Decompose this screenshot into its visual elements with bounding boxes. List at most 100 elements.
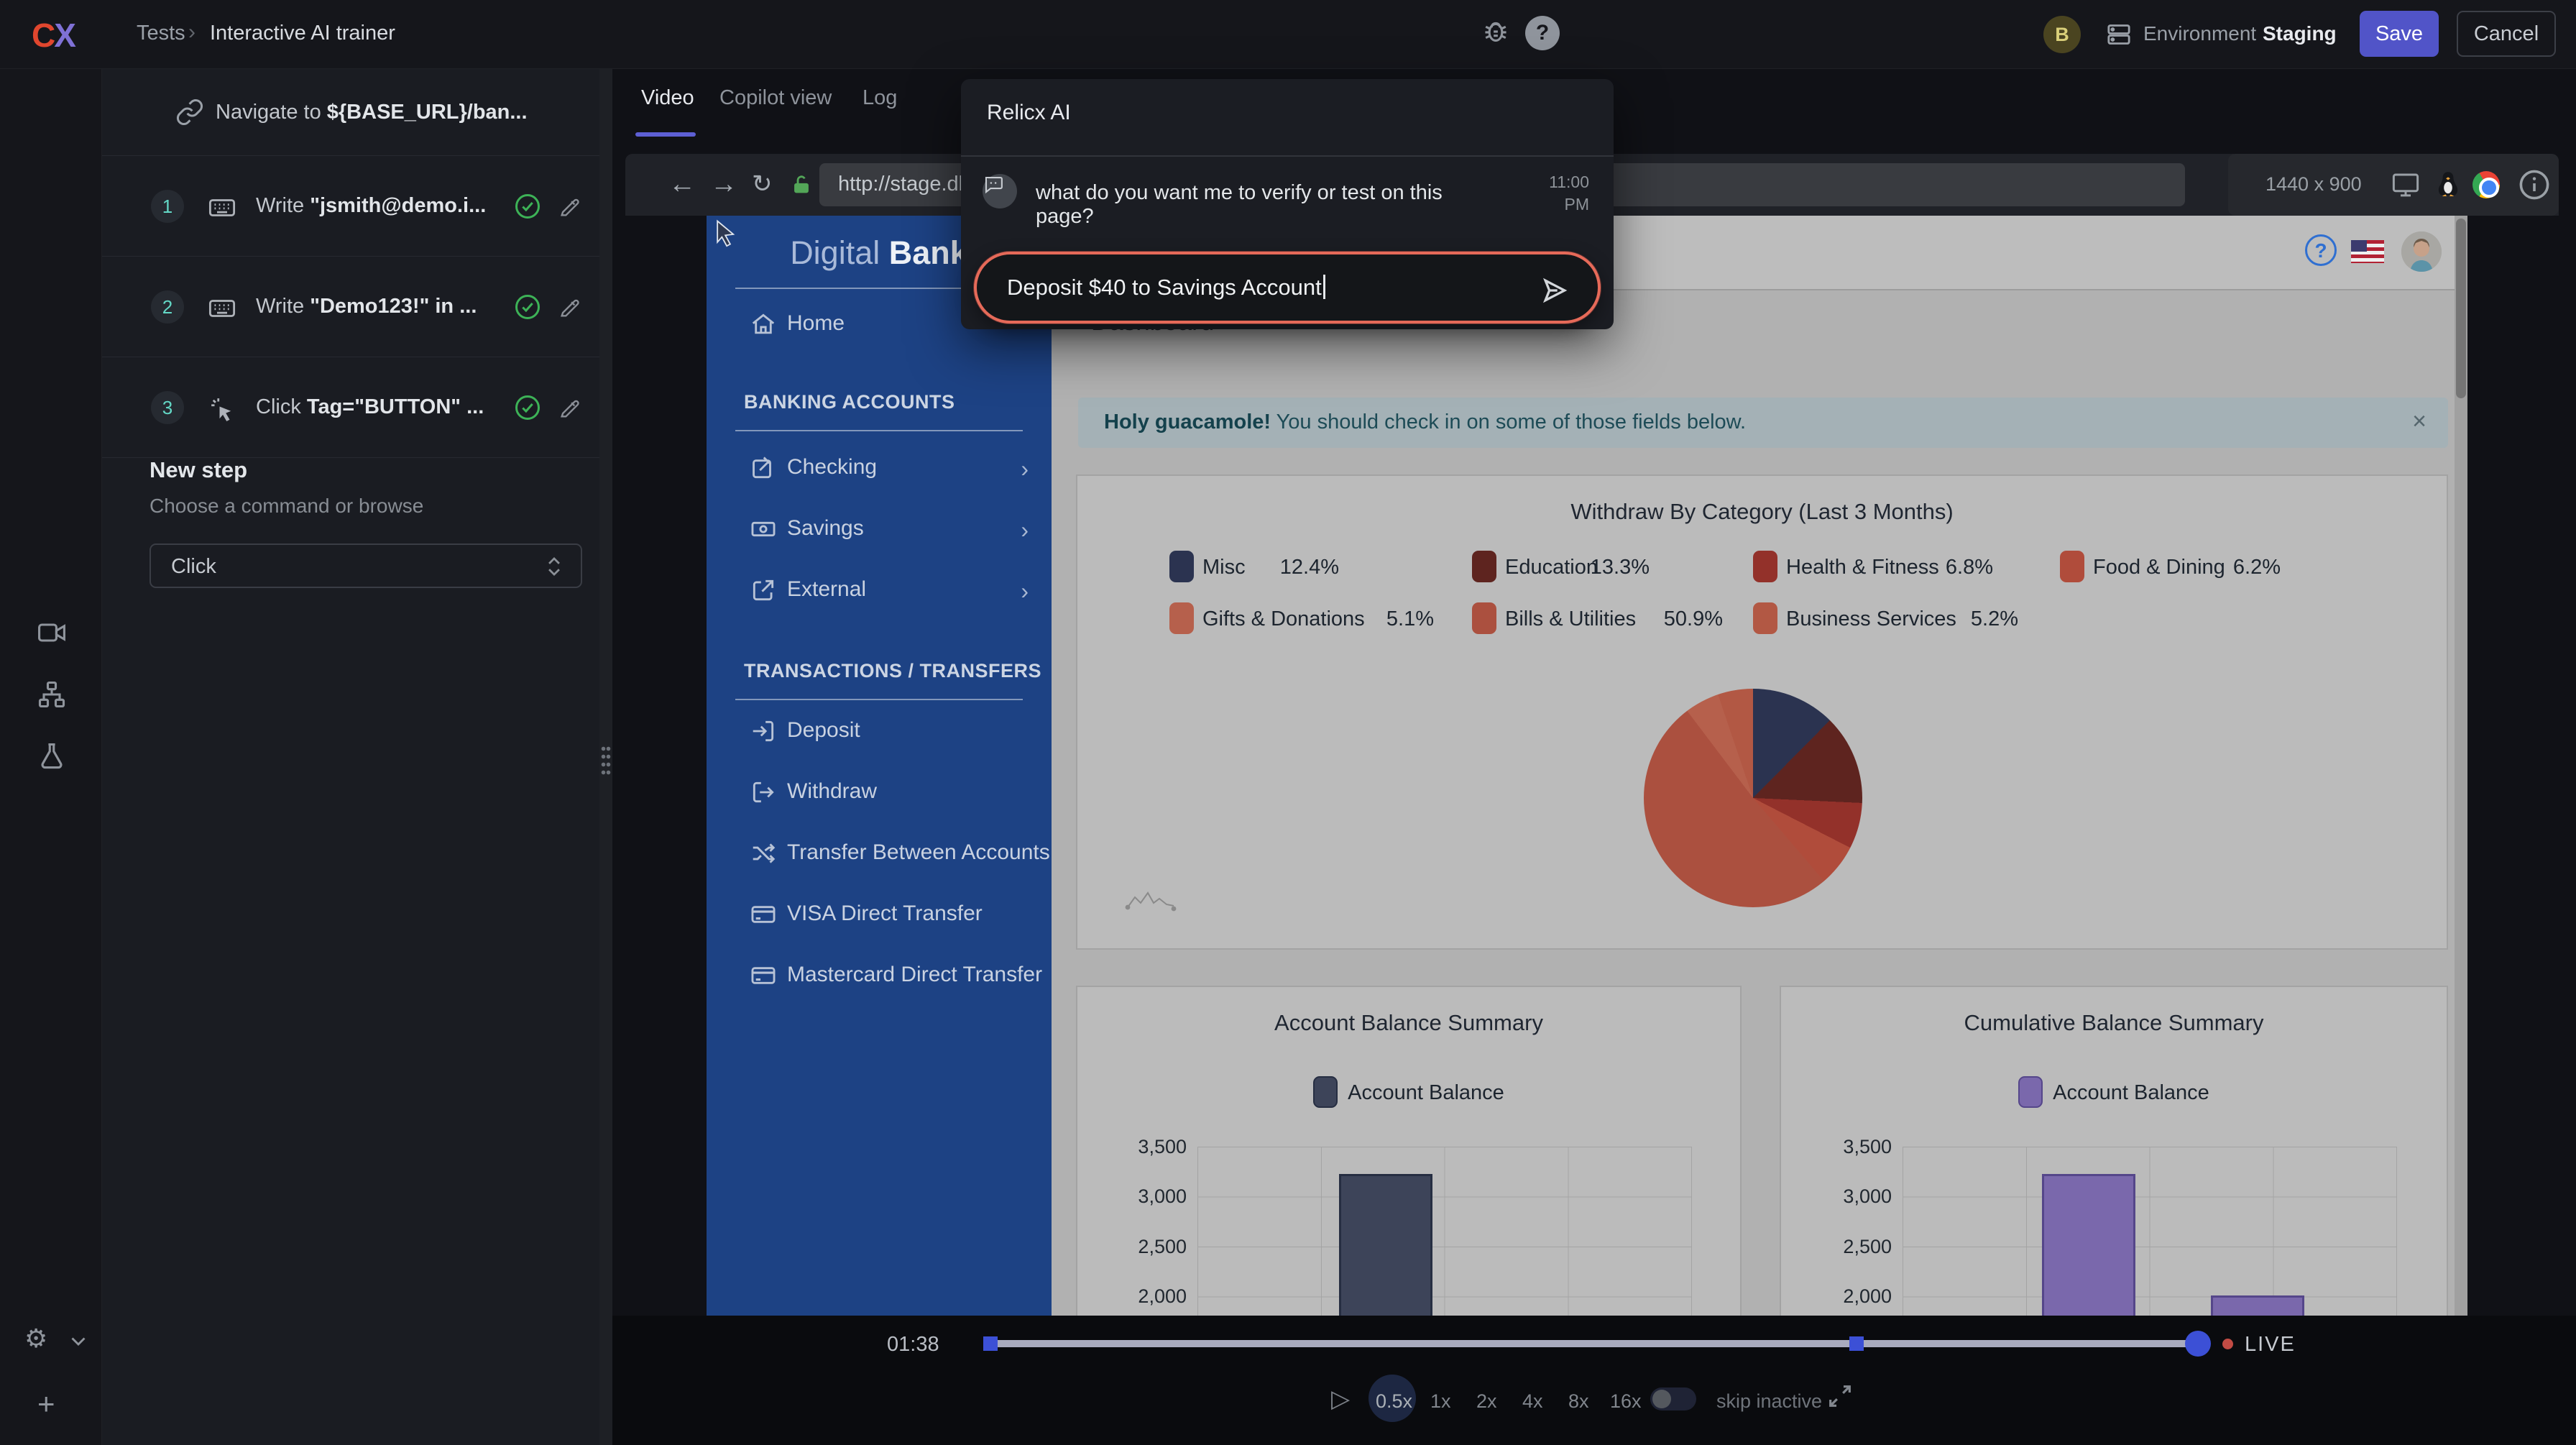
bank-nav-transfer[interactable]: Transfer Between Accounts bbox=[707, 835, 1052, 870]
event-marker[interactable] bbox=[1849, 1336, 1864, 1351]
top-bar: CX Tests › Interactive AI trainer ? B En… bbox=[0, 0, 2576, 69]
cumulative-balance-card: Cumulative Balance Summary Account Balan… bbox=[1780, 986, 2448, 1316]
add-icon[interactable]: + bbox=[37, 1389, 55, 1419]
bank-nav-checking[interactable]: Checking › bbox=[707, 450, 1052, 485]
bank-sidebar: Digital Bank Home BANKING ACCOUNTS Check… bbox=[707, 216, 1052, 1316]
tab-copilot-view[interactable]: Copilot view bbox=[719, 86, 832, 110]
speed-16x[interactable]: 16x bbox=[1610, 1390, 1642, 1413]
y-axis-tick: 2,000 bbox=[1100, 1285, 1187, 1308]
legend-swatch bbox=[1472, 602, 1496, 634]
bank-nav-external[interactable]: External › bbox=[707, 572, 1052, 607]
browser-meta-cluster: 1440 x 900 bbox=[2228, 154, 2559, 216]
cx-logo[interactable]: CX bbox=[32, 16, 75, 55]
drag-grip-icon[interactable] bbox=[601, 745, 611, 776]
viewport-resolution: 1440 x 900 bbox=[2266, 173, 2362, 196]
skip-inactive-label: skip inactive bbox=[1716, 1390, 1822, 1413]
check-circle-icon[interactable] bbox=[513, 393, 542, 422]
back-icon[interactable]: ← bbox=[668, 164, 696, 204]
step-navigate[interactable]: Navigate to ${BASE_URL}/ban... bbox=[102, 69, 599, 155]
live-label[interactable]: LIVE bbox=[2245, 1333, 2296, 1357]
step-action: Write bbox=[256, 194, 310, 217]
bar-account-balance bbox=[1339, 1174, 1432, 1316]
prompt-input[interactable]: Deposit $40 to Savings Account bbox=[974, 252, 1601, 324]
environment-value[interactable]: Staging bbox=[2263, 22, 2337, 45]
link-icon bbox=[175, 98, 204, 127]
info-icon[interactable] bbox=[2517, 168, 2552, 202]
user-avatar[interactable]: B bbox=[2043, 16, 2081, 53]
check-circle-icon[interactable] bbox=[513, 293, 542, 321]
tab-log[interactable]: Log bbox=[862, 86, 897, 110]
bank-nav-visa[interactable]: VISA Direct Transfer bbox=[707, 896, 1052, 931]
y-axis-tick: 2,000 bbox=[1806, 1285, 1892, 1308]
speed-0.5x[interactable]: 0.5x bbox=[1376, 1390, 1412, 1413]
speed-1x[interactable]: 1x bbox=[1430, 1390, 1451, 1413]
speed-4x[interactable]: 4x bbox=[1522, 1390, 1543, 1413]
bank-nav-savings[interactable]: Savings › bbox=[707, 511, 1052, 546]
chevron-right-icon: › bbox=[1021, 578, 1029, 605]
video-viewport[interactable]: Digital Bank Home BANKING ACCOUNTS Check… bbox=[707, 216, 2467, 1316]
reload-icon[interactable]: ↻ bbox=[752, 164, 773, 204]
step-number-badge: 2 bbox=[151, 290, 184, 324]
edit-pencil-icon[interactable] bbox=[558, 396, 582, 421]
settings-gear-icon[interactable]: ⚙ bbox=[24, 1326, 47, 1352]
progress-knob[interactable] bbox=[2185, 1331, 2211, 1357]
step-row-3[interactable]: 3 Click Tag="BUTTON" ... bbox=[102, 357, 599, 457]
progress-track[interactable] bbox=[983, 1340, 2209, 1347]
speed-2x[interactable]: 2x bbox=[1476, 1390, 1497, 1413]
prompt-input-value: Deposit $40 to Savings Account bbox=[1007, 275, 1322, 300]
app-root: CX Tests › Interactive AI trainer ? B En… bbox=[0, 0, 2576, 1445]
bank-nav-deposit[interactable]: Deposit bbox=[707, 713, 1052, 748]
edit-pencil-icon[interactable] bbox=[558, 195, 582, 219]
event-marker[interactable] bbox=[983, 1336, 998, 1351]
skip-inactive-toggle[interactable] bbox=[1650, 1387, 1696, 1410]
speed-8x[interactable]: 8x bbox=[1568, 1390, 1589, 1413]
external-link-icon bbox=[750, 577, 777, 604]
edit-pencil-icon[interactable] bbox=[558, 295, 582, 320]
navigate-prefix: Navigate to bbox=[216, 101, 327, 124]
play-icon[interactable]: ▷ bbox=[1331, 1385, 1350, 1413]
bug-icon[interactable] bbox=[1479, 14, 1512, 47]
send-icon[interactable] bbox=[1539, 275, 1570, 306]
bar-legend: Account Balance bbox=[1781, 1076, 2447, 1109]
chevron-down-icon[interactable] bbox=[66, 1329, 91, 1353]
step-action: Write bbox=[256, 295, 310, 318]
recordings-icon[interactable] bbox=[36, 617, 68, 648]
help-icon[interactable]: ? bbox=[1525, 16, 1560, 50]
environment-label[interactable]: Environment bbox=[2143, 22, 2256, 45]
legend-item: Misc12.4% bbox=[1169, 551, 1339, 584]
bank-nav-withdraw[interactable]: Withdraw bbox=[707, 774, 1052, 809]
flows-icon[interactable] bbox=[36, 679, 68, 710]
save-button[interactable]: Save bbox=[2360, 11, 2439, 57]
monitor-icon[interactable] bbox=[2391, 170, 2421, 200]
alert-close-icon[interactable]: × bbox=[2412, 408, 2426, 436]
breadcrumb-tests[interactable]: Tests bbox=[137, 22, 185, 45]
playback-time: 01:38 bbox=[887, 1333, 939, 1357]
fullscreen-icon[interactable] bbox=[1826, 1382, 1854, 1410]
tests-icon[interactable] bbox=[36, 740, 68, 772]
keyboard-icon bbox=[207, 293, 237, 324]
bank-help-icon[interactable]: ? bbox=[2305, 234, 2337, 266]
select-chevrons-icon bbox=[543, 554, 565, 579]
home-icon bbox=[750, 311, 777, 338]
scrollbar-thumb[interactable] bbox=[2456, 219, 2466, 398]
command-select[interactable]: Click bbox=[150, 543, 582, 588]
forward-icon[interactable]: → bbox=[710, 164, 737, 204]
step-row-1[interactable]: 1 Write "jsmith@demo.i... bbox=[102, 155, 599, 256]
us-flag-icon[interactable] bbox=[2351, 240, 2384, 263]
pie-chart-title: Withdraw By Category (Last 3 Months) bbox=[1077, 499, 2447, 525]
breadcrumb-current: Interactive AI trainer bbox=[210, 22, 395, 45]
step-detail: "Demo123!" in ... bbox=[310, 295, 477, 318]
check-circle-icon[interactable] bbox=[513, 192, 542, 221]
cancel-button[interactable]: Cancel bbox=[2457, 11, 2556, 57]
sparkline-icon bbox=[1125, 886, 1179, 914]
steps-sidebar: Navigate to ${BASE_URL}/ban... 1 Write "… bbox=[102, 69, 599, 1445]
tab-video[interactable]: Video bbox=[641, 86, 694, 110]
bank-user-avatar[interactable] bbox=[2401, 231, 2442, 272]
step-action: Click bbox=[256, 395, 307, 418]
step-row-2[interactable]: 2 Write "Demo123!" in ... bbox=[102, 256, 599, 357]
panel-resizer[interactable] bbox=[599, 69, 612, 1445]
page-scrollbar[interactable] bbox=[2455, 216, 2467, 1316]
bank-nav-mastercard[interactable]: Mastercard Direct Transfer bbox=[707, 958, 1052, 992]
pie-chart-card: Withdraw By Category (Last 3 Months) Mis… bbox=[1076, 474, 2448, 950]
bar-chart-plot bbox=[1197, 1147, 1692, 1316]
